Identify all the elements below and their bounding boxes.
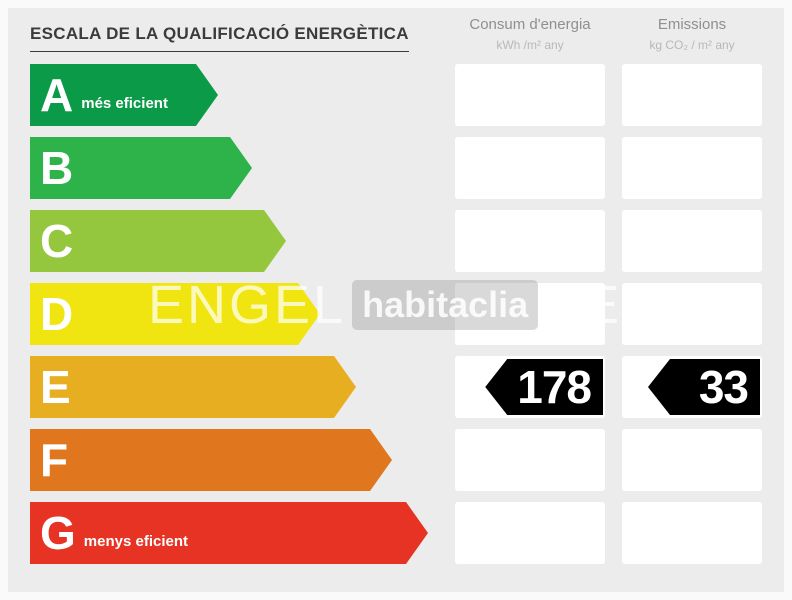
rating-bar-e: E: [30, 356, 356, 418]
emissions-value-box-e: 33: [622, 356, 762, 418]
consum-value-box-d: [455, 283, 605, 345]
rating-row-c: C: [30, 210, 762, 272]
emissions-value-box-c: [622, 210, 762, 272]
rating-letter-c: C: [40, 215, 74, 267]
emissions-column-unit: kg CO₂ / m² any: [649, 38, 735, 52]
rating-bar-b: B: [30, 137, 252, 199]
emissions-column-title: Emissions: [657, 16, 727, 33]
consum-value-badge: 178: [485, 359, 603, 415]
rating-bar-c: C: [30, 210, 286, 272]
rating-row-b: B: [30, 137, 762, 199]
consum-column-header: Consum d'energia kWh /m² any: [455, 16, 605, 52]
emissions-value-box-b: [622, 137, 762, 199]
rating-rows: A més eficient B C D: [30, 64, 762, 575]
consum-column-title: Consum d'energia: [469, 16, 591, 33]
emissions-value-box-a: [622, 64, 762, 126]
rating-bar-a: A més eficient: [30, 64, 218, 126]
consum-value: 178: [517, 361, 592, 413]
consum-value-box-f: [455, 429, 605, 491]
rating-row-a: A més eficient: [30, 64, 762, 126]
emissions-value-box-f: [622, 429, 762, 491]
emissions-value-badge: 33: [648, 359, 760, 415]
rating-bar-d: D: [30, 283, 320, 345]
consum-value-box-b: [455, 137, 605, 199]
rating-letter-f: F: [40, 434, 69, 486]
rating-label-g: menys eficient: [83, 532, 188, 550]
rating-row-f: F: [30, 429, 762, 491]
consum-value-box-c: [455, 210, 605, 272]
emissions-value-box-d: [622, 283, 762, 345]
rating-label-a: més eficient: [81, 94, 168, 112]
rating-bar-f: F: [30, 429, 392, 491]
emissions-value: 33: [698, 361, 749, 413]
consum-value-box-e: 178: [455, 356, 605, 418]
rating-row-d: D: [30, 283, 762, 345]
rating-letter-b: B: [40, 142, 74, 194]
rating-letter-e: E: [40, 361, 71, 413]
consum-column-unit: kWh /m² any: [496, 38, 564, 52]
rating-bar-g: G menys eficient: [30, 502, 428, 564]
emissions-column-header: Emissions kg CO₂ / m² any: [622, 16, 762, 52]
rating-letter-a: A: [40, 69, 74, 121]
page-title: ESCALA DE LA QUALIFICACIÓ ENERGÈTICA: [30, 24, 409, 52]
rating-letter-d: D: [40, 288, 74, 340]
consum-value-box-g: [455, 502, 605, 564]
consum-value-box-a: [455, 64, 605, 126]
rating-letter-g: G: [40, 507, 76, 559]
rating-row-g: G menys eficient: [30, 502, 762, 564]
rating-row-e: E 178 33: [30, 356, 762, 418]
emissions-value-box-g: [622, 502, 762, 564]
